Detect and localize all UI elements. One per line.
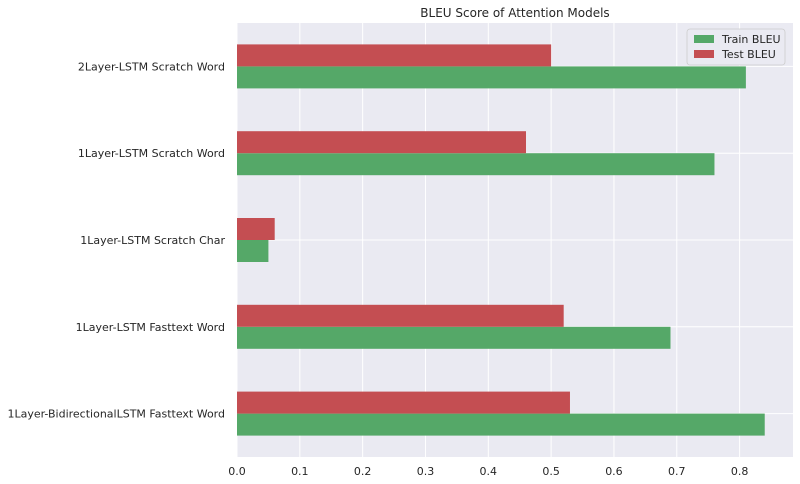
x-tick-label: 0.0 [228, 465, 246, 478]
train-bleu-bar [237, 413, 765, 436]
test-bleu-bar [237, 304, 564, 327]
x-tick-label: 0.4 [480, 465, 498, 478]
y-tick-label: 1Layer-LSTM Fasttext Word [76, 321, 225, 334]
train-bleu-bar [237, 153, 715, 176]
legend-label: Test BLEU [721, 48, 776, 61]
x-tick-label: 0.6 [605, 465, 623, 478]
x-tick-labels: 0.0 0.1 0.2 0.3 0.4 0.5 0.6 0.7 0.8 [228, 465, 748, 478]
x-tick-label: 0.7 [668, 465, 686, 478]
train-bleu-bar [237, 240, 269, 262]
legend-swatch [694, 50, 714, 58]
y-tick-label: 1Layer-LSTM Scratch Word [78, 147, 225, 160]
x-tick-label: 0.8 [731, 465, 749, 478]
x-tick-label: 0.2 [354, 465, 372, 478]
legend-label: Train BLEU [721, 33, 781, 46]
test-bleu-bar [237, 391, 570, 414]
x-tick-label: 0.1 [291, 465, 309, 478]
y-tick-labels: 1Layer-BidirectionalLSTM Fasttext Word 1L… [7, 60, 225, 420]
bars-group [237, 44, 765, 436]
y-tick-label: 1Layer-BidirectionalLSTM Fasttext Word [7, 408, 225, 421]
test-bleu-bar [237, 131, 526, 154]
test-bleu-bar [237, 218, 275, 240]
y-tick-label: 2Layer-LSTM Scratch Word [78, 60, 225, 73]
y-tick-label: 1Layer-LSTM Scratch Char [80, 234, 225, 247]
x-tick-label: 0.3 [417, 465, 435, 478]
chart-title: BLEU Score of Attention Models [420, 6, 609, 20]
legend: Train BLEU Test BLEU [686, 28, 786, 66]
train-bleu-bar [237, 326, 671, 349]
test-bleu-bar [237, 44, 552, 67]
train-bleu-bar [237, 66, 746, 89]
x-tick-label: 0.5 [542, 465, 560, 478]
legend-swatch [694, 35, 714, 43]
